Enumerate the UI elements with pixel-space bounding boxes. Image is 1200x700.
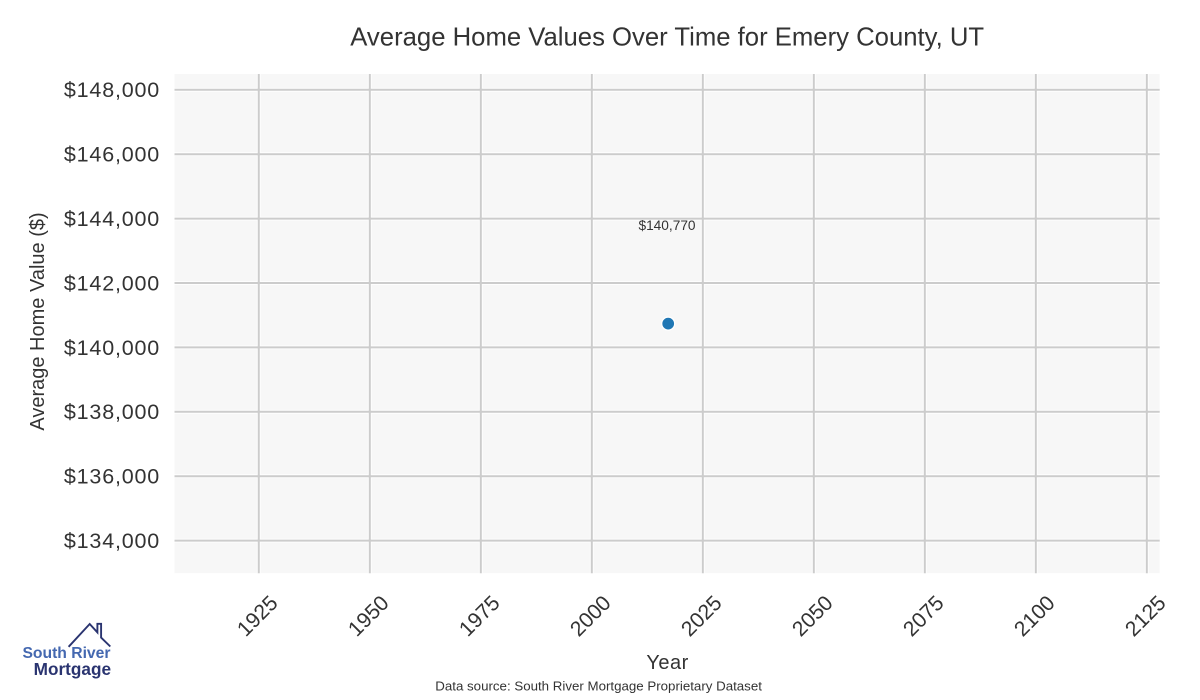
svg-text:$142,000: $142,000	[64, 271, 160, 295]
svg-text:$140,770: $140,770	[638, 218, 695, 233]
svg-text:$136,000: $136,000	[64, 465, 160, 489]
svg-text:Average Home Value ($): Average Home Value ($)	[27, 212, 49, 430]
svg-text:Year: Year	[646, 652, 688, 674]
svg-text:Mortgage: Mortgage	[34, 659, 111, 679]
svg-text:$148,000: $148,000	[64, 78, 160, 102]
svg-text:$144,000: $144,000	[64, 207, 160, 231]
svg-text:Data source: South River Mortg: Data source: South River Mortgage Propri…	[435, 679, 762, 694]
svg-text:$134,000: $134,000	[64, 529, 160, 553]
svg-text:$138,000: $138,000	[64, 400, 160, 424]
svg-text:$146,000: $146,000	[64, 143, 160, 167]
svg-text:South River: South River	[22, 645, 110, 662]
svg-text:$140,000: $140,000	[64, 336, 160, 360]
svg-text:Average Home Values Over Time: Average Home Values Over Time for Emery …	[350, 24, 984, 52]
